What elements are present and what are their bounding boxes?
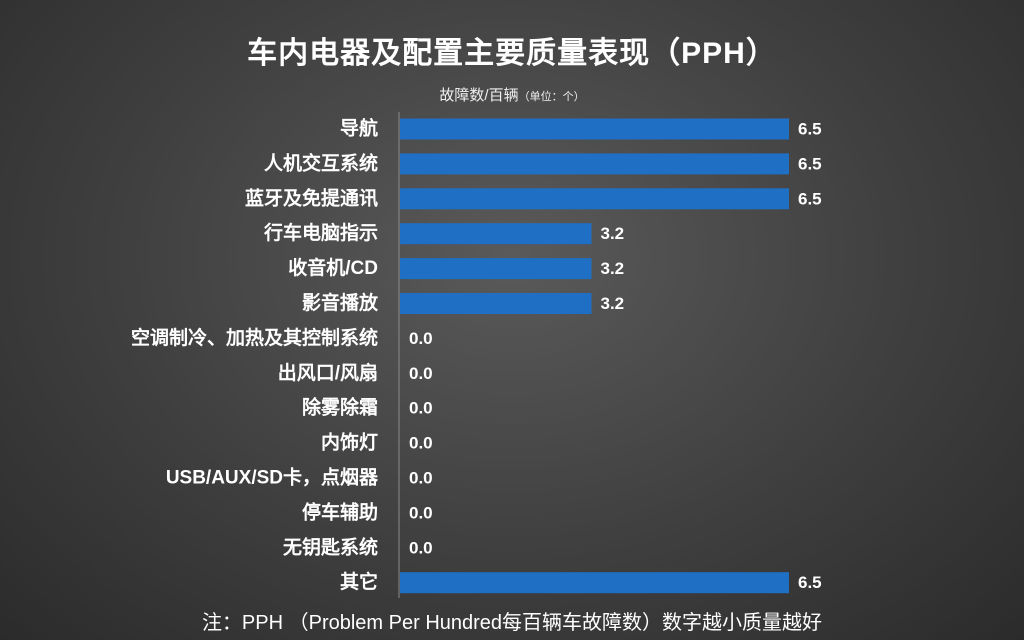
category-label: 空调制冷、加热及其控制系统 [131,326,378,349]
value-label: 0.0 [409,364,433,383]
value-label: 0.0 [409,503,433,522]
chart-note: 注：PPH （Problem Per Hundred每百辆车故障数）数字越小质量… [201,612,823,634]
category-label: 无钥匙系统 [283,535,378,558]
bar [400,118,789,140]
bar [400,188,789,210]
bar [400,258,592,280]
value-label: 0.0 [409,329,433,348]
value-label: 3.2 [601,224,625,243]
category-label: 其它 [340,570,378,593]
bar [400,223,592,245]
category-label: 行车电脑指示 [263,221,378,244]
subtitle-main: 故障数/百辆 [439,87,519,104]
chart-subtitle: 故障数/百辆（单位：个） [0,84,1024,105]
category-label: 内饰灯 [321,431,378,454]
subtitle-unit: （单位：个） [518,91,585,103]
value-label: 6.5 [798,189,822,208]
category-label: 收音机/CD [288,256,378,279]
category-label: USB/AUX/SD卡，点烟器 [166,466,379,489]
value-label: 3.2 [601,294,625,313]
category-label: 影音播放 [302,291,379,314]
category-label: 蓝牙及免提通讯 [245,186,378,209]
value-label: 0.0 [409,434,433,453]
bar [400,293,592,314]
value-label: 3.2 [601,259,625,278]
value-label: 6.5 [798,154,822,173]
category-label: 停车辅助 [302,500,378,523]
bar [400,153,789,175]
value-label: 6.5 [798,573,822,592]
bar [400,572,789,594]
category-label: 导航 [340,117,378,140]
category-label: 出风口/风扇 [278,361,378,384]
value-label: 0.0 [409,399,433,418]
value-label: 0.0 [409,538,433,557]
category-label: 人机交互系统 [264,151,378,174]
chart-title: 车内电器及配置主要质量表现（PPH） [247,37,777,70]
value-label: 6.5 [798,120,822,139]
value-label: 0.0 [409,469,433,488]
category-label: 除雾除霜 [302,396,378,419]
